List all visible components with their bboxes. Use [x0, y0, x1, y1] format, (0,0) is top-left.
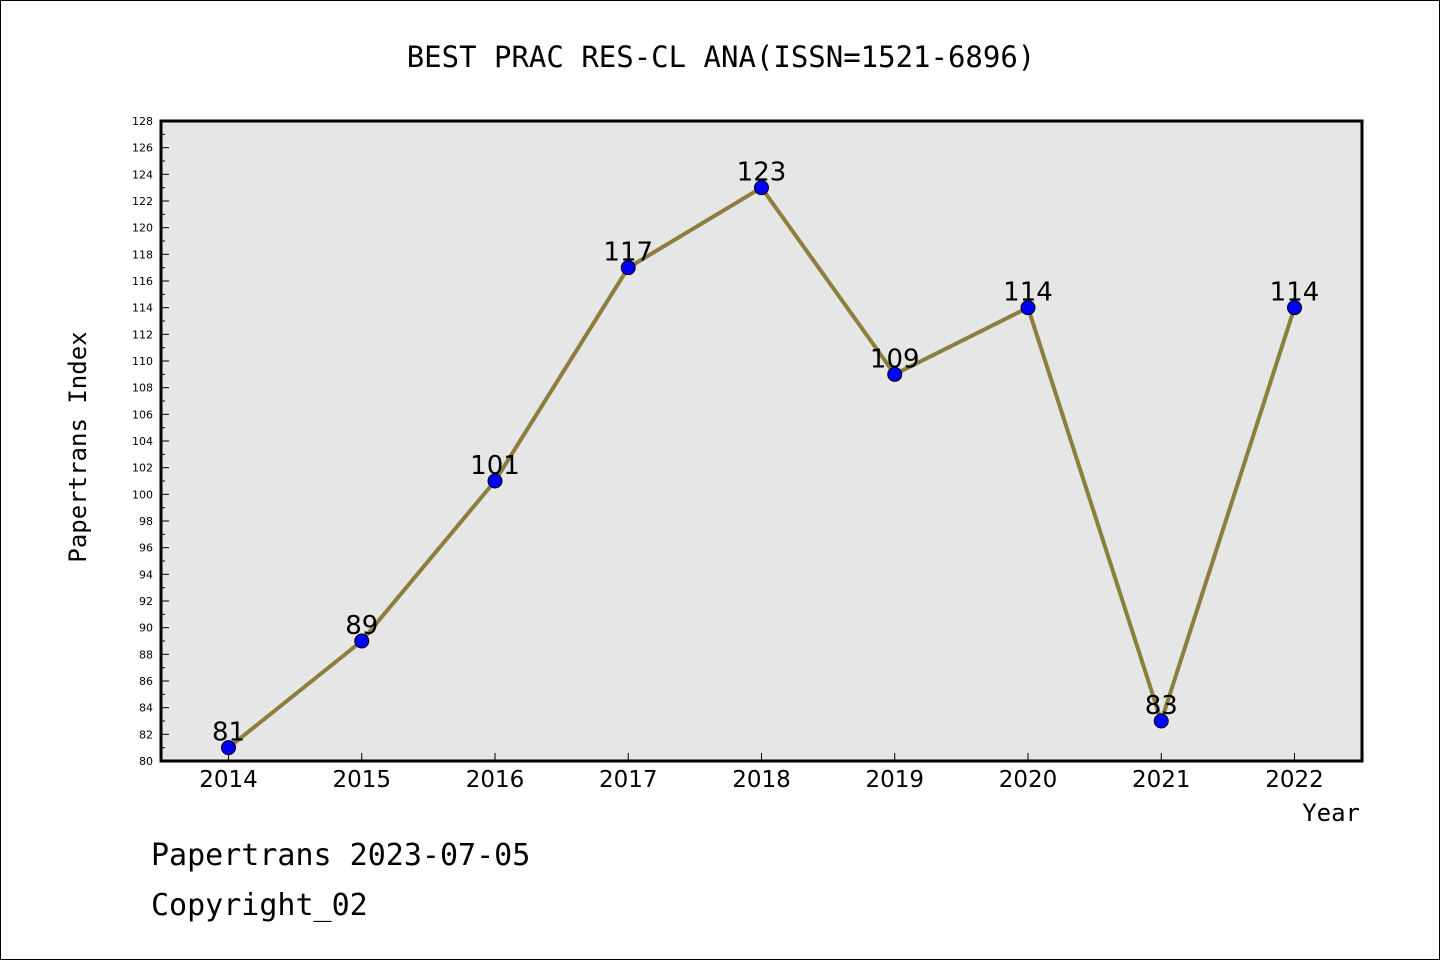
- y-tick-label: 86: [139, 675, 153, 688]
- y-tick-label: 104: [132, 435, 153, 448]
- data-label: 114: [1270, 278, 1320, 308]
- data-label: 101: [470, 451, 520, 481]
- x-axis-label: Year: [1302, 799, 1360, 827]
- y-axis: 80 82 84 86 88 90 92 94 96 98 100 102 104 106 108 110 11…: [132, 115, 169, 768]
- data-point: [1287, 300, 1302, 316]
- y-tick-label: 94: [139, 568, 153, 581]
- x-axis: 2014 2015 2016 2017 2018 2019 2020 2021 2022: [199, 753, 1324, 793]
- y-tick-label: 108: [132, 382, 153, 395]
- y-tick-label: 122: [132, 195, 153, 208]
- y-tick-label: 98: [139, 515, 153, 528]
- data-label: 109: [870, 344, 920, 374]
- y-tick-label: 96: [139, 542, 153, 555]
- data-point: [887, 366, 903, 382]
- y-tick-label: 92: [139, 595, 153, 608]
- y-tick-label: 114: [132, 302, 153, 315]
- data-points: [221, 180, 1302, 756]
- y-tick-label: 110: [132, 355, 153, 368]
- y-tick-label: 82: [139, 728, 153, 741]
- footer-date: Papertrans 2023-07-05: [151, 838, 530, 873]
- y-tick-label: 120: [132, 222, 153, 235]
- y-axis-label: Papertrans Index: [64, 331, 92, 562]
- x-tick-label: 2020: [999, 767, 1058, 793]
- x-tick-label: 2018: [732, 767, 791, 793]
- y-tick-label: 112: [132, 328, 153, 341]
- data-point: [754, 180, 769, 196]
- y-tick-label: 126: [132, 142, 153, 155]
- data-point: [1020, 300, 1036, 316]
- y-tick-label: 124: [132, 168, 153, 181]
- y-tick-label: 100: [132, 488, 153, 501]
- y-tick-label: 88: [139, 648, 153, 661]
- data-point: [354, 633, 370, 649]
- y-tick-label: 118: [132, 248, 153, 261]
- data-label: 83: [1145, 691, 1178, 721]
- data-point: [487, 473, 503, 489]
- x-tick-label: 2022: [1265, 767, 1324, 793]
- data-label: 81: [212, 718, 245, 748]
- y-tick-label: 102: [132, 462, 153, 475]
- x-tick-label: 2021: [1132, 767, 1191, 793]
- data-labels: 81 89 101 117 123 109 114 83 114: [212, 158, 1319, 748]
- x-tick-label: 2016: [466, 767, 525, 793]
- data-label: 114: [1003, 278, 1053, 308]
- chart-title: BEST PRAC RES-CL ANA(ISSN=1521-6896): [407, 40, 1036, 74]
- y-tick-label: 84: [139, 702, 153, 715]
- data-point: [620, 260, 636, 276]
- data-point: [221, 740, 236, 756]
- plot-area: [159, 119, 1364, 763]
- data-point: [1153, 713, 1169, 729]
- footer-copyright: Copyright_02: [151, 888, 368, 923]
- x-tick-label: 2019: [865, 767, 924, 793]
- x-tick-label: 2017: [599, 767, 658, 793]
- y-tick-label: 116: [132, 275, 153, 288]
- data-label: 117: [603, 238, 653, 268]
- y-tick-label: 128: [132, 115, 153, 128]
- x-tick-label: 2014: [199, 767, 258, 793]
- y-tick-label: 90: [139, 622, 153, 635]
- y-tick-label: 80: [139, 755, 153, 768]
- x-tick-label: 2015: [332, 767, 391, 793]
- data-label: 123: [737, 158, 787, 188]
- data-label: 89: [345, 611, 378, 641]
- y-tick-label: 106: [132, 408, 153, 421]
